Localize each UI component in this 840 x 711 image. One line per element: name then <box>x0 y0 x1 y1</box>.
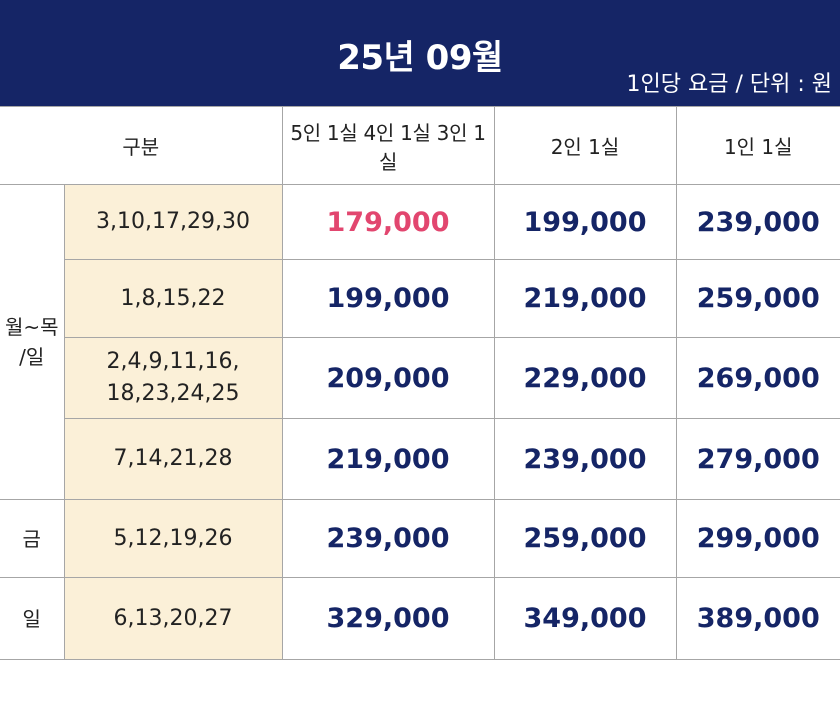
price-cell: 299,000 <box>675 499 840 578</box>
price-cell: 219,000 <box>281 418 495 500</box>
date-cell: 3,10,17,29,30 <box>63 184 283 260</box>
date-cell: 5,12,19,26 <box>63 499 283 578</box>
price-cell: 209,000 <box>281 337 495 419</box>
date-cell: 1,8,15,22 <box>64 259 283 338</box>
price-cell: 199,000 <box>281 259 495 338</box>
table-row: 일 6,13,20,27 329,000 349,000 389,000 <box>0 577 840 660</box>
header-banner: 25년 09월 1인당 요금 / 단위 : 원 <box>0 0 840 106</box>
day-group-weekday: 월~목 /일 <box>0 184 65 500</box>
price-cell: 329,000 <box>281 577 495 660</box>
price-cell: 239,000 <box>675 184 840 260</box>
table-row: 금 5,12,19,26 239,000 259,000 299,000 <box>0 499 840 578</box>
price-cell: 269,000 <box>675 337 840 419</box>
price-cell: 239,000 <box>281 499 495 578</box>
table-row: 월~목 /일 3,10,17,29,30 179,000 199,000 239… <box>0 184 840 500</box>
date-cell: 6,13,20,27 <box>63 577 283 660</box>
price-cell: 349,000 <box>493 577 677 660</box>
unit-note: 1인당 요금 / 단위 : 원 <box>626 72 832 97</box>
price-cell: 389,000 <box>675 577 840 660</box>
price-cell: 259,000 <box>493 499 677 578</box>
date-cell: 7,14,21,28 <box>64 418 283 500</box>
table-row: 7,14,21,28 219,000 239,000 279,000 <box>0 418 840 500</box>
table-row: 2,4,9,11,16, 18,23,24,25 209,000 229,000… <box>0 337 840 419</box>
day-group-friday: 금 <box>0 499 65 578</box>
page-title: 25년 09월 <box>337 38 503 78</box>
day-group-label: 월~목 /일 <box>4 315 59 369</box>
column-header-group-room: 5인 1실 4인 1실 3인 1실 <box>281 106 495 185</box>
column-header-double-room: 2인 1실 <box>493 106 677 185</box>
price-cell-highlight: 179,000 <box>281 184 495 260</box>
day-group-sunday: 일 <box>0 577 65 660</box>
table-row: 1,8,15,22 199,000 219,000 259,000 <box>0 259 840 338</box>
price-cell: 199,000 <box>493 184 677 260</box>
column-header-single-room: 1인 1실 <box>675 106 840 185</box>
price-cell: 219,000 <box>493 259 677 338</box>
price-cell: 279,000 <box>675 418 840 500</box>
column-header-category: 구분 <box>0 106 283 185</box>
price-table: 구분 5인 1실 4인 1실 3인 1실 2인 1실 1인 1실 월~목 /일 … <box>0 106 840 660</box>
date-cell: 2,4,9,11,16, 18,23,24,25 <box>64 337 283 419</box>
price-cell: 259,000 <box>675 259 840 338</box>
price-cell: 229,000 <box>493 337 677 419</box>
table-header-row: 구분 5인 1실 4인 1실 3인 1실 2인 1실 1인 1실 <box>0 106 840 185</box>
price-cell: 239,000 <box>493 418 677 500</box>
